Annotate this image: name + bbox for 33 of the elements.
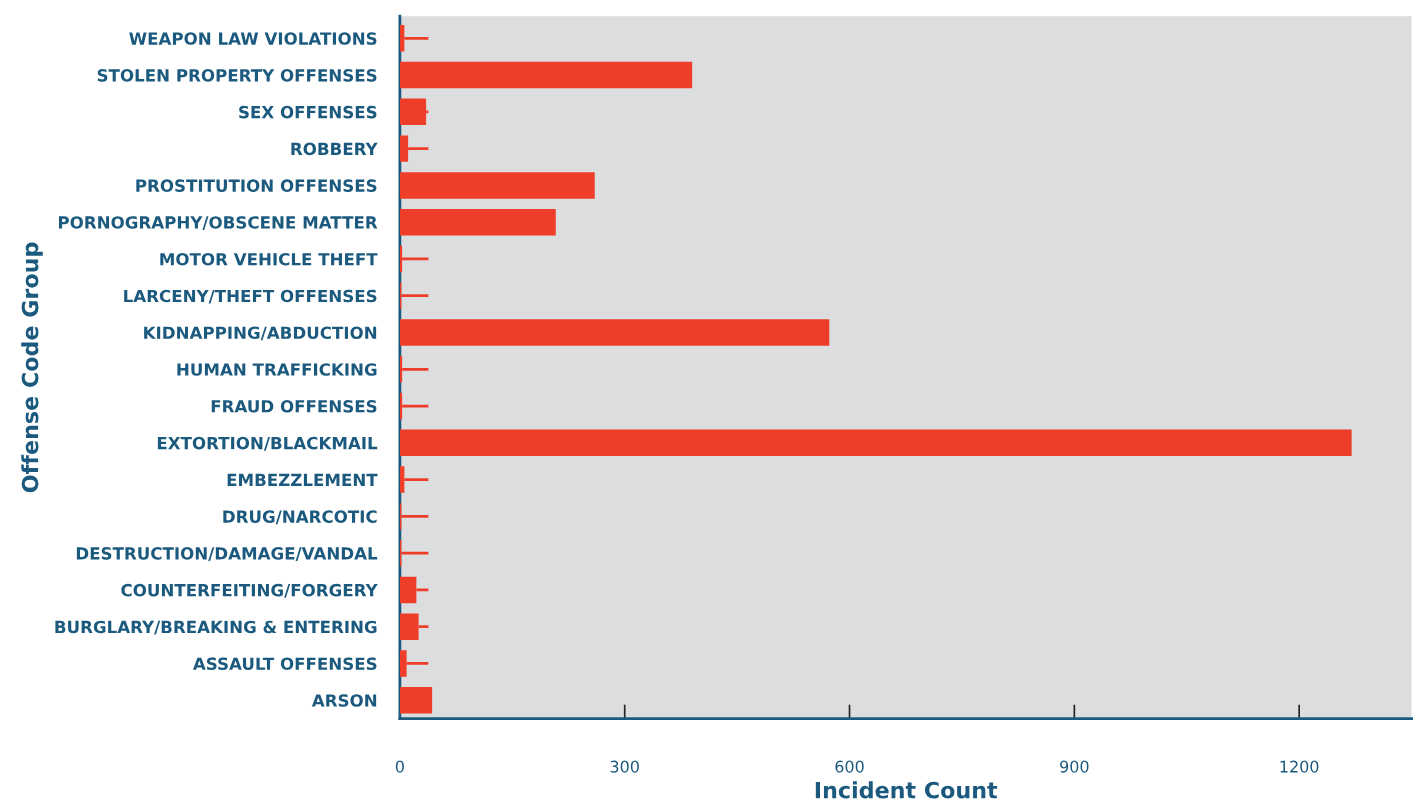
y-tick-label: SEX OFFENSES bbox=[239, 105, 377, 119]
y-tick-label: BURGLARY/BREAKING & ENTERING bbox=[55, 620, 377, 635]
y-tick-label: HUMAN TRAFFICKING bbox=[177, 363, 377, 376]
y-tick-label: COUNTERFEITING/FORGERY bbox=[121, 583, 378, 598]
y-tick-label: DRUG/NARCOTIC bbox=[223, 510, 377, 525]
y-tick-label: ASSAULT OFFENSES bbox=[192, 657, 377, 671]
bar bbox=[399, 429, 1352, 457]
y-tick-label: ROBBERY bbox=[291, 142, 378, 156]
y-tick-label: PROSTITUTION OFFENSES bbox=[136, 179, 377, 192]
y-tick-label: STOLEN PROPERTY OFFENSES bbox=[97, 69, 377, 82]
y-tick-label: FRAUD OFFENSES bbox=[211, 400, 377, 413]
bar bbox=[399, 208, 556, 236]
x-tick-label: 600 bbox=[835, 760, 864, 773]
y-tick-label: PORNOGRAPHY/OBSCENE MATTER bbox=[58, 216, 378, 231]
y-tick-label: EMBEZZLEMENT bbox=[227, 473, 378, 486]
bar bbox=[399, 98, 427, 126]
y-tick-label: LARCENY/THEFT OFFENSES bbox=[124, 289, 377, 304]
y-tick-label: MOTOR VEHICLE THEFT bbox=[160, 252, 378, 266]
y-tick-label: KIDNAPPING/ABDUCTION bbox=[144, 326, 377, 341]
y-tick-label: EXTORTION/BLACKMAIL bbox=[157, 436, 378, 451]
y-tick-label: WEAPON LAW VIOLATIONS bbox=[129, 32, 377, 45]
x-tick-label: 0 bbox=[395, 760, 404, 773]
bar bbox=[399, 686, 433, 714]
y-tick-label: ARSON bbox=[311, 694, 377, 707]
bar bbox=[399, 61, 693, 89]
bar bbox=[399, 172, 595, 199]
x-tick-label: 300 bbox=[610, 760, 639, 773]
x-axis-title: Incident Count bbox=[815, 781, 998, 799]
x-tick-label: 1200 bbox=[1280, 760, 1319, 773]
x-tick-label: 900 bbox=[1060, 760, 1089, 773]
y-tick-label: DESTRUCTION/DAMAGE/VANDAL bbox=[76, 547, 378, 562]
bar bbox=[399, 319, 830, 346]
y-axis-title: Offense Code Group bbox=[21, 242, 43, 493]
